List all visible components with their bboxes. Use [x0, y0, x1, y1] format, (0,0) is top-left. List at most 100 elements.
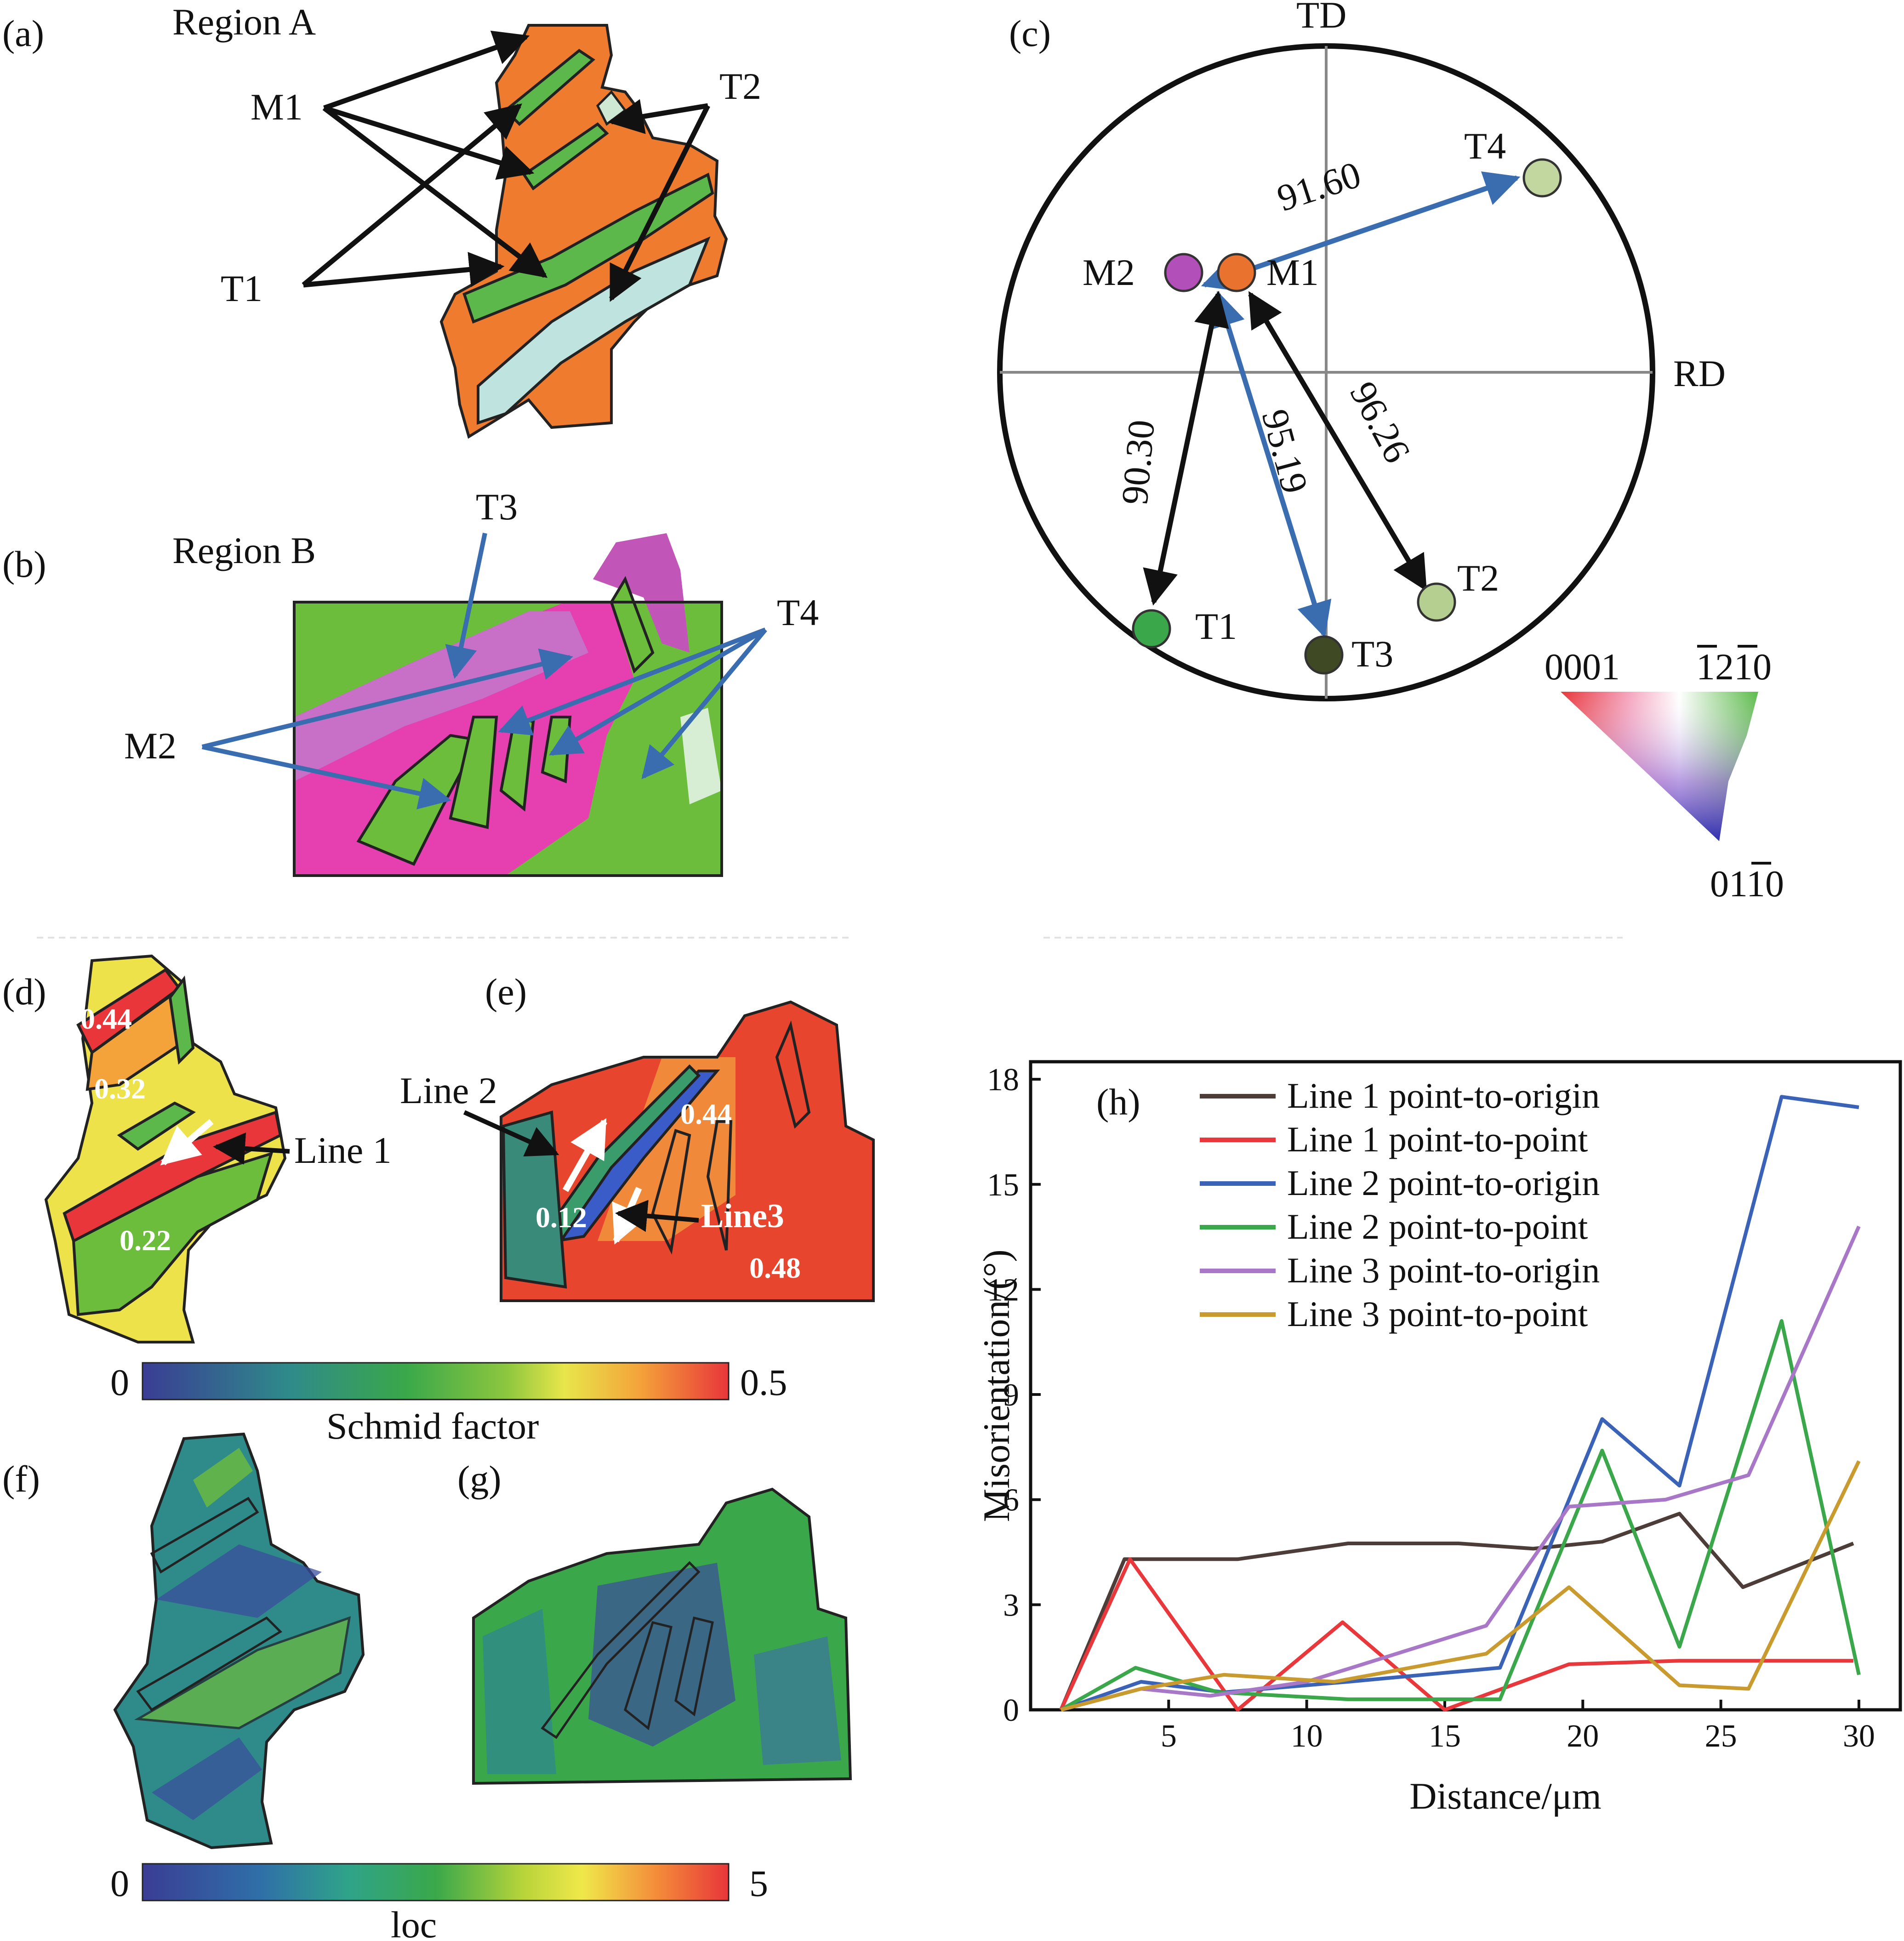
line1-label: Line 1 [294, 1129, 392, 1171]
panel-f: (f) [2, 1432, 365, 1850]
ipf-0110-label: 0110 [1710, 863, 1784, 905]
arrow-m1-t2 [1248, 291, 1427, 592]
label-m2: M2 [124, 725, 177, 767]
y-tick-label: 12 [987, 1272, 1019, 1308]
legend-label-5: Line 3 point-to-origin [1287, 1250, 1600, 1290]
loc-max: 5 [749, 1862, 768, 1904]
pole-t1-label: T1 [1195, 605, 1237, 647]
schmid-max: 0.5 [740, 1361, 787, 1403]
panel-h-letter: (h) [1096, 1081, 1140, 1123]
x-tick-label: 15 [1429, 1719, 1461, 1754]
line3-label: Line3 [701, 1197, 784, 1235]
schmid-label: Schmid factor [326, 1405, 539, 1447]
schmid-e-value-3: 0.48 [749, 1252, 801, 1284]
arrow-m1-t1 [1143, 290, 1229, 606]
panel-a-letter: (a) [2, 12, 44, 54]
ipf-color-key: 0001 1210 0110 [1545, 645, 1784, 905]
region-b-title: Region B [172, 529, 316, 571]
x-axis-label: Distance/μm [1409, 1775, 1601, 1817]
loc-min: 0 [110, 1862, 129, 1904]
loc-map-g [472, 1487, 852, 1785]
panel-f-letter: (f) [2, 1458, 40, 1500]
pole-t3-marker [1304, 635, 1344, 675]
legend-label-4: Line 2 point-to-point [1287, 1207, 1588, 1247]
pole-t4-label: T4 [1464, 125, 1506, 167]
region-b-arrows [201, 532, 767, 809]
angle-m1-t2: 96.26 [1342, 375, 1419, 470]
line1-path-arrow [160, 1119, 214, 1166]
ipf-1210-label: 1210 [1696, 646, 1772, 688]
legend-label-6: Line 3 point-to-point [1287, 1294, 1588, 1334]
line1-pointer [213, 1132, 290, 1165]
panel-b-letter: (b) [2, 543, 46, 585]
panel-c: (c) TD RD 91.60 90.30 95.19 96.26 T4 M2 … [997, 0, 1784, 905]
pole-t2-label: T2 [1457, 557, 1499, 599]
td-label: TD [1296, 0, 1346, 36]
x-tick-label: 25 [1705, 1719, 1737, 1754]
panel-d: (d) 0.44 0.32 0.22 Line 1 [2, 954, 392, 1343]
chart-series [1059, 1095, 1861, 1712]
series-line-4 [1060, 1319, 1861, 1712]
y-tick-label: 3 [1003, 1588, 1019, 1623]
chart-ticks: 5 10 15 20 25 30 0 3 6 9 12 15 18 [987, 1062, 1875, 1754]
schmid-min: 0 [110, 1361, 129, 1403]
schmid-e-value-2: 0.12 [536, 1201, 587, 1234]
pole-t2-marker [1417, 582, 1456, 622]
rd-label: RD [1673, 353, 1726, 394]
series-line-2 [1059, 1557, 1853, 1712]
y-axis-label: Misorientation/(°) [975, 1249, 1017, 1522]
panel-g-letter: (g) [457, 1458, 502, 1500]
y-tick-label: 18 [987, 1062, 1019, 1098]
panel-b: (b) Region B T3 T4 M2 [2, 486, 819, 877]
chart-frame [1029, 1060, 1902, 1712]
line2-pointer [463, 1110, 559, 1157]
angle-m2-t3: 95.19 [1254, 405, 1317, 498]
schmid-d-value-3: 0.22 [120, 1224, 171, 1257]
angle-m1-t1: 90.30 [1113, 418, 1163, 507]
legend-label-2: Line 1 point-to-point [1287, 1119, 1588, 1159]
line2-label: Line 2 [400, 1070, 497, 1111]
loc-colorbar: 0 5 loc [110, 1862, 768, 1941]
x-tick-label: 10 [1291, 1719, 1323, 1754]
label-t2: T2 [719, 65, 761, 107]
legend-label-1: Line 1 point-to-origin [1287, 1076, 1600, 1116]
x-tick-label: 5 [1161, 1719, 1177, 1754]
line3-pointer [615, 1200, 699, 1232]
pole-m1-label: M1 [1266, 251, 1319, 293]
pole-t1-marker [1132, 609, 1171, 649]
label-t1: T1 [221, 268, 262, 309]
region-b-map [293, 533, 723, 877]
schmid-d-value-1: 0.44 [80, 1002, 132, 1035]
label-t3: T3 [476, 486, 518, 528]
pole-t3-label: T3 [1351, 633, 1393, 675]
x-tick-label: 20 [1567, 1719, 1599, 1754]
pole-m1-marker [1217, 253, 1256, 292]
series-line-6 [1060, 1460, 1861, 1712]
panel-a: (a) Region A M1 T1 T2 [2, 1, 761, 439]
panel-g: (g) [457, 1458, 852, 1785]
label-m1: M1 [251, 86, 303, 128]
pole-m2-marker [1164, 253, 1203, 292]
panel-d-letter: (d) [2, 971, 46, 1013]
arrow-m2-t4 [1201, 171, 1521, 291]
label-t4: T4 [777, 592, 819, 633]
x-tick-label: 30 [1843, 1719, 1875, 1754]
y-tick-label: 6 [1003, 1483, 1019, 1518]
schmid-map-line23 [500, 1000, 875, 1302]
pole-t4-marker [1522, 158, 1562, 198]
line2-path-arrow [562, 1118, 608, 1192]
schmid-colorbar: 0 0.5 Schmid factor [110, 1361, 787, 1447]
panel-c-letter: (c) [1009, 12, 1051, 54]
y-tick-label: 15 [987, 1167, 1019, 1203]
schmid-d-value-2: 0.32 [94, 1072, 146, 1105]
loc-label: loc [391, 1904, 437, 1941]
loc-map-f [113, 1432, 365, 1850]
y-tick-label: 0 [1003, 1693, 1019, 1728]
angle-m2-t4: 91.60 [1272, 154, 1366, 220]
panel-e-letter: (e) [485, 971, 527, 1013]
legend-label-3: Line 2 point-to-origin [1287, 1163, 1600, 1203]
pole-m2-label: M2 [1083, 251, 1135, 293]
y-tick-label: 9 [1003, 1377, 1019, 1413]
